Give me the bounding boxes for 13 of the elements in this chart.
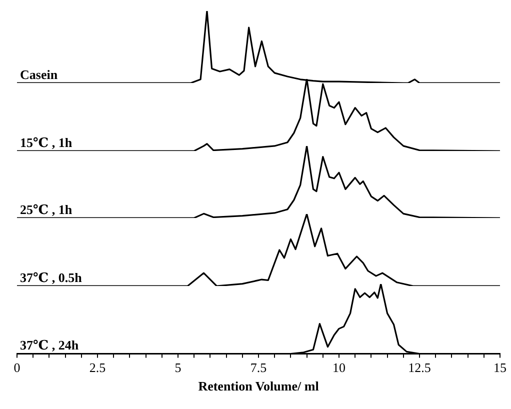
x-tick-label: 5: [174, 360, 182, 376]
series-label: 25℃ , 1h: [20, 202, 73, 217]
series-label: 37℃ , 24h: [20, 338, 80, 353]
series-label: 37℃ , 0.5h: [20, 270, 83, 285]
x-tick-label: 7.5: [250, 360, 267, 376]
x-tick-label: 2.5: [89, 360, 106, 376]
x-tick-label: 0: [14, 360, 20, 376]
series-label: 15℃ , 1h: [20, 134, 73, 150]
x-tick-label: 12.5: [408, 360, 431, 376]
x-tick-label: 15: [494, 360, 506, 376]
x-tick-label: 10: [332, 360, 346, 376]
x-axis-title: Retention Volume/ ml: [198, 378, 320, 394]
series-label: Casein: [20, 66, 58, 82]
